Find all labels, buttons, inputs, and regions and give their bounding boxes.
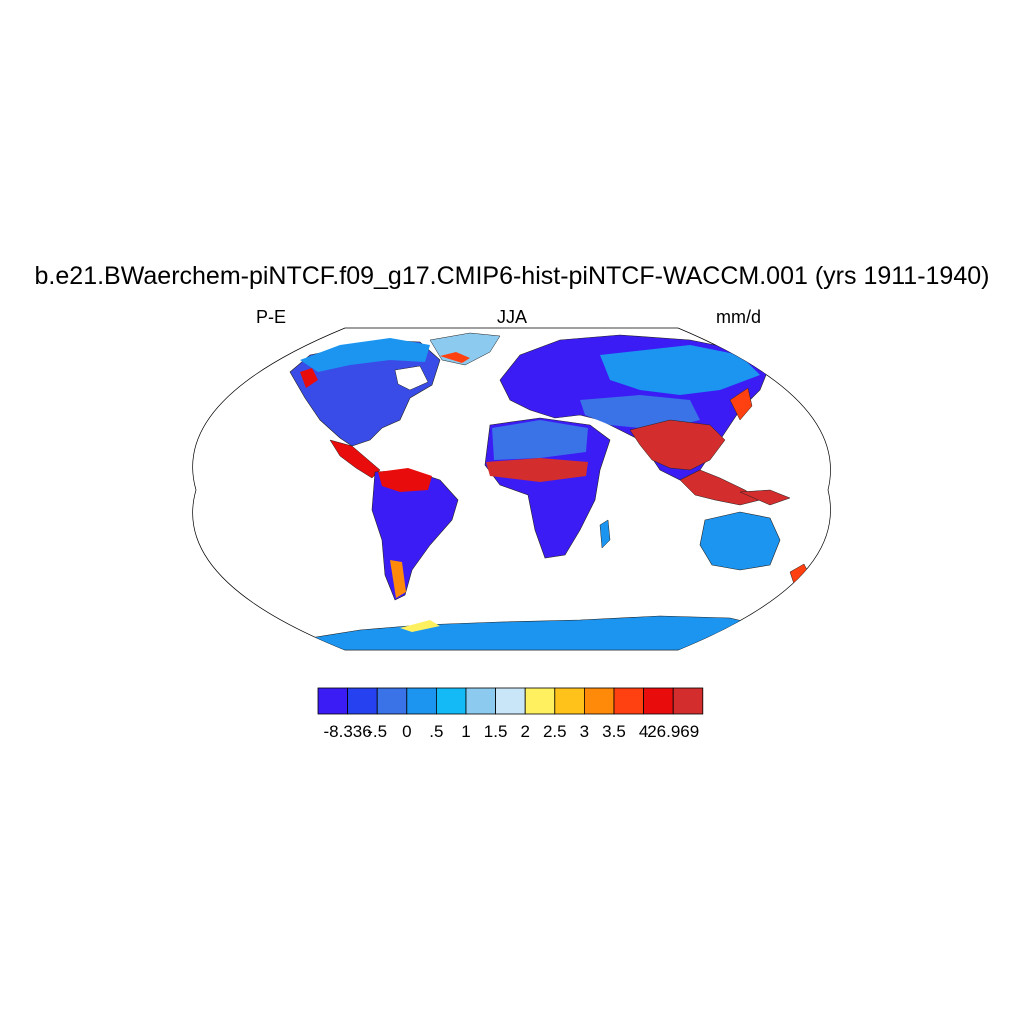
colorbar-box bbox=[584, 687, 615, 715]
antarctic-peninsula-coast bbox=[400, 620, 440, 632]
colorbar-tick-label: 0 bbox=[402, 722, 411, 741]
colorbar-box bbox=[643, 687, 674, 715]
colorbar-box bbox=[554, 687, 585, 715]
colorbar-box bbox=[376, 687, 408, 715]
colorbar-box bbox=[465, 687, 497, 715]
colorbar-box bbox=[406, 687, 437, 715]
japan-region bbox=[729, 387, 753, 421]
units-label: mm/d bbox=[716, 307, 761, 327]
variable-label: P-E bbox=[256, 307, 287, 327]
colorbar-tick-label: 2.5 bbox=[543, 722, 567, 741]
colorbar-tick-label: -.5 bbox=[367, 722, 387, 741]
pacific-northwest-wet bbox=[300, 368, 318, 388]
siberia-region bbox=[600, 345, 760, 395]
madagascar bbox=[599, 519, 611, 549]
greenland-coast bbox=[440, 352, 470, 363]
colorbar-tick-label: 26.969 bbox=[647, 722, 699, 741]
sahara-region bbox=[492, 420, 588, 460]
colorbar-tick-label: 3 bbox=[580, 722, 589, 741]
season-label: JJA bbox=[496, 307, 527, 327]
colorbar-box bbox=[347, 687, 378, 715]
colorbar-box bbox=[613, 687, 645, 715]
southern-andes bbox=[390, 560, 406, 598]
colorbar-box bbox=[495, 687, 526, 715]
south-asia-monsoon bbox=[629, 419, 726, 471]
australia-region bbox=[699, 511, 781, 571]
colorbar-tick-label: -8.336 bbox=[323, 722, 371, 741]
north-america-north bbox=[300, 338, 430, 372]
colorbar-tick-label: 4 bbox=[639, 722, 648, 741]
colorbar-box bbox=[524, 687, 556, 715]
colorbar-box bbox=[317, 687, 349, 715]
plot-title: b.e21.BWaerchem-piNTCF.f09_g17.CMIP6-his… bbox=[34, 262, 990, 290]
new-guinea bbox=[739, 489, 791, 506]
colorbar-box bbox=[435, 687, 467, 715]
colorbar-tick-label: 1 bbox=[461, 722, 470, 741]
colorbar-tick-label: .5 bbox=[429, 722, 443, 741]
colorbar-tick-label: 1.5 bbox=[484, 722, 508, 741]
colorbar-tick-label: 3.5 bbox=[602, 722, 626, 741]
hudson-bay bbox=[394, 365, 429, 391]
sahel-rain-band bbox=[486, 458, 588, 482]
northern-south-america-wet bbox=[378, 468, 432, 492]
colorbar-box bbox=[672, 687, 704, 715]
colorbar-tick-label: 2 bbox=[520, 722, 529, 741]
